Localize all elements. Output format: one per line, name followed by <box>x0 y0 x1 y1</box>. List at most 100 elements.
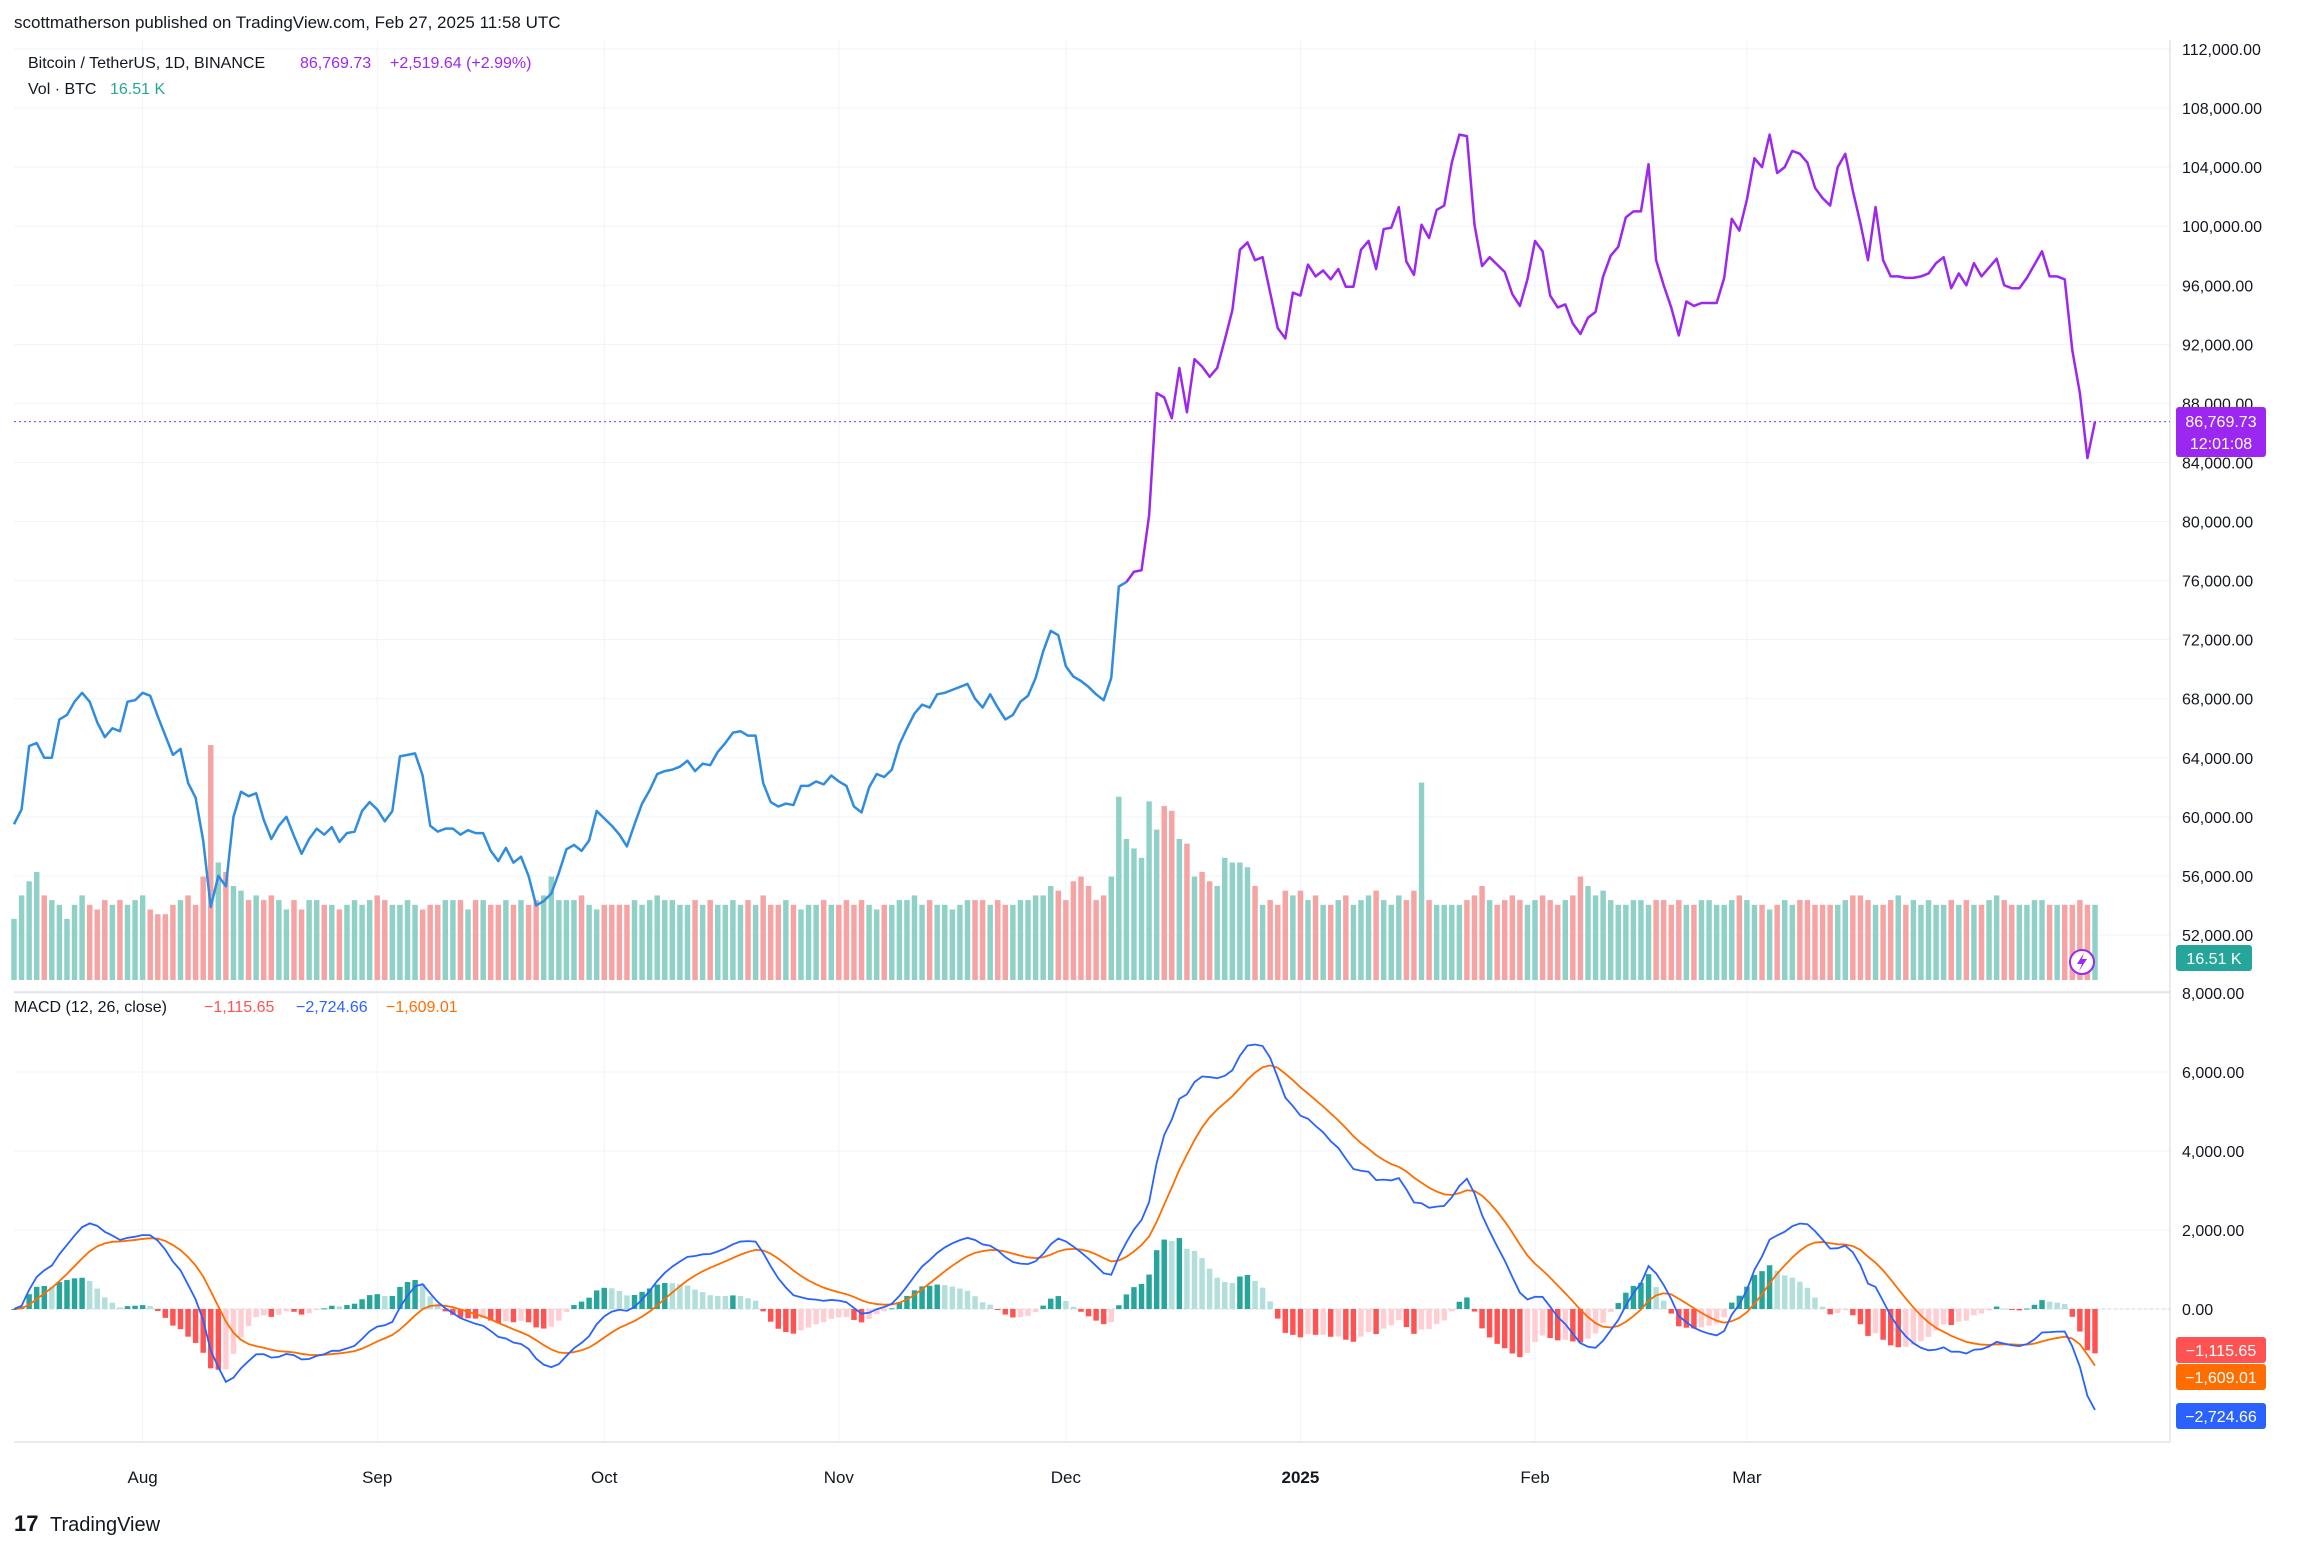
macd-hist-bar <box>1222 1282 1228 1309</box>
price-axis[interactable]: 112,000.00 108,000.00 104,000.00 100,000.00… <box>2182 42 2262 945</box>
macd-hist-bar <box>223 1309 229 1370</box>
volume-bar <box>2016 904 2023 980</box>
macd-hist-bar <box>631 1295 638 1309</box>
macd-hist-bar <box>972 1296 978 1309</box>
macd-hist-bar <box>1396 1309 1402 1321</box>
time-axis[interactable]: Aug Sep Oct Nov Dec 2025 Feb Mar <box>128 1468 1762 1487</box>
volume-bar <box>230 886 237 980</box>
macd-hist-bar <box>1759 1271 1765 1309</box>
volume-bar <box>843 900 850 980</box>
volume-bar <box>1085 886 1092 980</box>
macd-tick-label: 4,000.00 <box>2182 1144 2244 1161</box>
volume-bar <box>593 909 600 980</box>
macd-hist-bar <box>321 1308 327 1310</box>
volume-bar <box>2046 904 2053 980</box>
volume-bar <box>1290 895 1296 980</box>
volume-bar <box>2031 900 2038 980</box>
time-axis-label: Nov <box>824 1468 855 1487</box>
hist-badge-bg <box>2176 1337 2266 1363</box>
volume-bar <box>949 909 956 980</box>
volume-bar <box>684 904 691 980</box>
macd-hist-bar <box>820 1309 827 1323</box>
macd-hist-bar <box>616 1290 623 1309</box>
macd-label[interactable]: MACD (12, 26, close) <box>14 999 167 1016</box>
volume-bar <box>1789 904 1796 980</box>
macd-hist-bar <box>435 1305 441 1309</box>
macd-hist-bar <box>707 1295 713 1309</box>
volume-bar <box>1032 895 1039 980</box>
volume-bar <box>1350 904 1357 980</box>
macd-hist-bar <box>1176 1238 1183 1309</box>
volume-bar <box>1380 900 1387 980</box>
volume-bar <box>56 904 63 980</box>
macd-hist-bar <box>563 1309 570 1312</box>
macd-hist-bar <box>2001 1308 2007 1310</box>
volume-bar <box>79 895 85 980</box>
macd-hist-bar <box>1191 1250 1198 1309</box>
macd-hist-bar <box>1585 1309 1591 1339</box>
macd-hist-bar <box>2039 1300 2045 1309</box>
macd-tick-label: 0.00 <box>2182 1302 2213 1319</box>
symbol-title[interactable]: Bitcoin / TetherUS, 1D, BINANCE <box>28 55 265 72</box>
macd-hist-bar <box>1532 1309 1538 1342</box>
volume-bar <box>155 914 161 980</box>
volume-bar <box>102 900 108 980</box>
volume-bar <box>1834 904 1841 980</box>
volume-bar <box>1948 900 1954 980</box>
volume-bar <box>760 895 766 980</box>
volume-bar <box>245 900 252 980</box>
volume-bar <box>964 900 971 980</box>
volume-bar <box>253 895 259 980</box>
macd-hist-bar <box>102 1297 108 1309</box>
volume-bar <box>427 904 433 980</box>
volume-bar <box>1267 900 1273 980</box>
volume-bar <box>1638 900 1644 980</box>
volume-bar <box>170 904 176 980</box>
volume-bar <box>1502 900 1508 980</box>
volume-bar <box>1895 895 1901 980</box>
macd-hist-bar <box>374 1294 380 1309</box>
volume-bar <box>1184 843 1190 980</box>
volume-bar <box>2054 904 2060 980</box>
vol-label[interactable]: Vol · BTC <box>28 81 96 98</box>
volume-bar <box>457 900 464 980</box>
volume-bar <box>1880 904 1886 980</box>
macd-hist-bar <box>1471 1309 1478 1312</box>
volume-bar <box>495 904 502 980</box>
macd-axis[interactable]: 8,000.00 6,000.00 4,000.00 2,000.00 0.00 <box>2182 986 2244 1319</box>
macd-hist-bar <box>1804 1287 1811 1309</box>
macd-hist-bar <box>1244 1274 1251 1309</box>
macd-hist-bar <box>1986 1309 1992 1311</box>
price-tick-label: 104,000.00 <box>2182 160 2262 177</box>
macd-hist-bar <box>253 1309 259 1318</box>
volume-bar <box>1093 900 1099 980</box>
macd-hist-bar <box>2031 1304 2038 1309</box>
volume-bar <box>442 900 449 980</box>
volume-bar <box>1456 904 1463 980</box>
macd-hist-bar <box>1229 1282 1236 1309</box>
volume-bar <box>889 904 895 980</box>
volume-bar <box>1509 895 1516 980</box>
macd-hist-bar <box>942 1285 948 1309</box>
volume-bar <box>1479 886 1485 980</box>
macd-hist-bar <box>949 1286 956 1309</box>
volume-bar <box>1123 839 1130 980</box>
macd-hist-bar <box>1903 1309 1909 1347</box>
macd-hist-bar <box>1940 1309 1947 1325</box>
macd-hist-bar <box>86 1281 93 1309</box>
volume-bar <box>1524 904 1531 980</box>
volume-bar <box>919 904 925 980</box>
lightning-icon[interactable] <box>2069 949 2095 975</box>
volume-bar <box>646 900 653 980</box>
macd-hist-bar <box>1570 1309 1576 1342</box>
volume-bar <box>71 904 78 980</box>
macd-hist-bar <box>208 1309 214 1369</box>
volume-bar <box>366 900 373 980</box>
macd-legend: MACD (12, 26, close) −1,115.65 −2,724.66… <box>14 999 458 1016</box>
macd-line <box>13 1043 2096 1411</box>
volume-bar <box>873 909 880 980</box>
macd-hist-bar <box>26 1294 32 1309</box>
price-line <box>12 133 2097 909</box>
volume-bar <box>934 904 940 980</box>
